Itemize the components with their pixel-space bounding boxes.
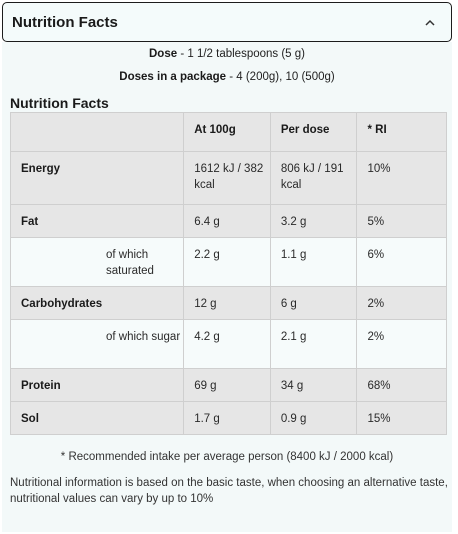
row-label: of which saturated: [106, 249, 154, 277]
value-perdose: 6 g: [280, 298, 297, 310]
row-label: Fat: [21, 216, 39, 228]
value-ri: 2%: [367, 298, 385, 310]
value-per100: 2.2 g: [194, 249, 220, 261]
dose-separator: -: [177, 48, 188, 60]
table-row: Sol 1.7 g 0.9 g 15%: [9, 401, 447, 435]
value-ri: 5%: [367, 216, 385, 228]
table-row: Carbohydrates 12 g 6 g 2%: [9, 286, 447, 320]
value-per100: 6.4 g: [194, 216, 220, 228]
table-row: Protein 69 g 34 g 68%: [9, 368, 447, 402]
column-header-ri: * RI: [356, 112, 447, 152]
doses-package-separator: -: [226, 71, 237, 83]
value-ri: 15%: [367, 413, 391, 425]
value-perdose: 3.2 g: [280, 216, 307, 228]
dose-label: Dose: [149, 48, 178, 60]
column-header-label: [9, 112, 185, 152]
row-label: Energy: [21, 163, 60, 175]
doses-package-line: Doses in a package - 4 (200g), 10 (500g): [2, 71, 452, 83]
nutrition-accordion-header[interactable]: Nutrition Facts: [2, 2, 452, 42]
column-header-per100: At 100g: [183, 112, 271, 152]
value-ri: 68%: [367, 380, 391, 392]
table-title: Nutrition Facts: [10, 95, 109, 111]
value-per100: 12 g: [194, 298, 217, 310]
value-ri: 6%: [367, 249, 385, 261]
doses-package-value: 4 (200g), 10 (500g): [236, 71, 335, 83]
table-header-row: At 100g Per dose * RI: [9, 112, 447, 152]
doses-package-label: Doses in a package: [119, 71, 227, 83]
nutrition-panel: Dose - 1 1/2 tablespoons (5 g) Doses in …: [2, 42, 452, 532]
value-perdose: 0.9 g: [280, 413, 307, 425]
value-perdose: 1.1 g: [280, 249, 307, 261]
row-label: of which sugar: [106, 331, 181, 343]
table-row: of which sugar 4.2 g 2.1 g 2%: [9, 319, 447, 369]
dose-line: Dose - 1 1/2 tablespoons (5 g): [2, 48, 452, 60]
row-label: Carbohydrates: [21, 298, 103, 310]
nutrition-info-note: Nutritional information is based on the …: [10, 477, 448, 505]
value-per100: 69 g: [194, 380, 217, 392]
value-per100: 1612 kJ / 382 kcal: [194, 163, 264, 191]
table-row: Energy 1612 kJ / 382 kcal 806 kJ / 191 k…: [9, 151, 447, 205]
row-label: Protein: [21, 380, 61, 392]
value-perdose: 2.1 g: [280, 331, 307, 343]
row-label: Sol: [21, 413, 39, 425]
value-ri: 2%: [367, 331, 385, 343]
column-header-perdose: Per dose: [269, 112, 358, 152]
table-row: Fat 6.4 g 3.2 g 5%: [9, 204, 447, 238]
nutrition-table: At 100g Per dose * RI Energy 1612 kJ / 3…: [9, 112, 447, 435]
dose-value: 1 1/2 tablespoons (5 g): [187, 48, 305, 60]
table-row: of which saturated 2.2 g 1.1 g 6%: [9, 237, 447, 287]
value-perdose: 806 kJ / 191 kcal: [280, 163, 344, 191]
value-per100: 1.7 g: [194, 413, 220, 425]
ri-footnote: * Recommended intake per average person …: [60, 451, 394, 463]
accordion-title: Nutrition Facts: [12, 13, 118, 31]
chevron-up-icon[interactable]: [423, 15, 437, 29]
value-ri: 10%: [367, 163, 391, 175]
value-per100: 4.2 g: [194, 331, 220, 343]
value-perdose: 34 g: [280, 380, 304, 392]
